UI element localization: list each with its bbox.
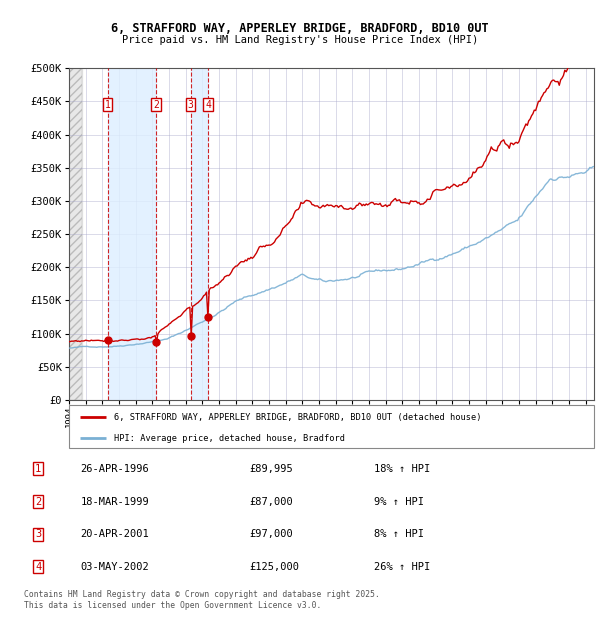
Text: 26% ↑ HPI: 26% ↑ HPI <box>374 562 430 572</box>
Text: 6, STRAFFORD WAY, APPERLEY BRIDGE, BRADFORD, BD10 0UT (detached house): 6, STRAFFORD WAY, APPERLEY BRIDGE, BRADF… <box>113 413 481 422</box>
Text: 1: 1 <box>105 100 110 110</box>
FancyBboxPatch shape <box>69 405 594 448</box>
Text: 9% ↑ HPI: 9% ↑ HPI <box>374 497 424 507</box>
Text: £87,000: £87,000 <box>250 497 293 507</box>
Bar <box>107 68 156 400</box>
Text: 03-MAY-2002: 03-MAY-2002 <box>80 562 149 572</box>
Text: HPI: Average price, detached house, Bradford: HPI: Average price, detached house, Brad… <box>113 434 344 443</box>
Text: 4: 4 <box>35 562 41 572</box>
Text: 2: 2 <box>153 100 159 110</box>
Text: £89,995: £89,995 <box>250 464 293 474</box>
Text: 3: 3 <box>35 529 41 539</box>
Text: Price paid vs. HM Land Registry's House Price Index (HPI): Price paid vs. HM Land Registry's House … <box>122 35 478 45</box>
Text: 8% ↑ HPI: 8% ↑ HPI <box>374 529 424 539</box>
Bar <box>191 68 208 400</box>
Text: 18% ↑ HPI: 18% ↑ HPI <box>374 464 430 474</box>
Bar <box>69 68 82 400</box>
Bar <box>69 68 82 400</box>
Text: 4: 4 <box>205 100 211 110</box>
Text: 20-APR-2001: 20-APR-2001 <box>80 529 149 539</box>
Text: 6, STRAFFORD WAY, APPERLEY BRIDGE, BRADFORD, BD10 0UT: 6, STRAFFORD WAY, APPERLEY BRIDGE, BRADF… <box>111 22 489 35</box>
Text: 2: 2 <box>35 497 41 507</box>
Text: Contains HM Land Registry data © Crown copyright and database right 2025.
This d: Contains HM Land Registry data © Crown c… <box>24 590 380 609</box>
Text: 26-APR-1996: 26-APR-1996 <box>80 464 149 474</box>
Text: £97,000: £97,000 <box>250 529 293 539</box>
Text: 3: 3 <box>188 100 194 110</box>
Text: 1: 1 <box>35 464 41 474</box>
Text: £125,000: £125,000 <box>250 562 299 572</box>
Text: 18-MAR-1999: 18-MAR-1999 <box>80 497 149 507</box>
